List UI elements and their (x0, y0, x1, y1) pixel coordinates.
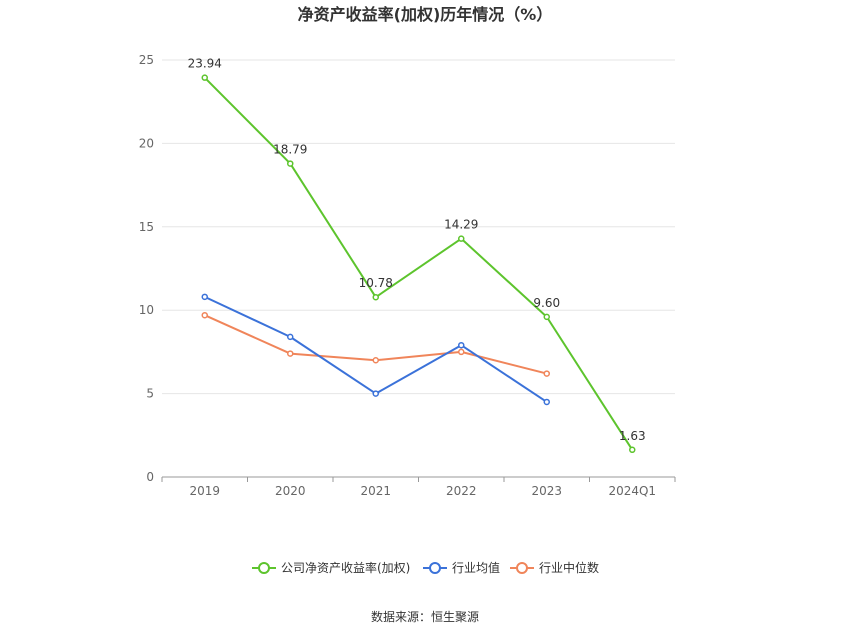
legend: 公司净资产收益率(加权) 行业均值 行业中位数 (252, 560, 599, 575)
data-point (201, 311, 208, 319)
legend-label: 行业中位数 (539, 560, 599, 575)
data-label: 18.79 (273, 143, 307, 157)
y-tick-label: 25 (139, 53, 154, 67)
legend-label: 公司净资产收益率(加权) (281, 560, 410, 575)
x-tick-label: 2020 (275, 484, 306, 498)
source-note: 数据来源：恒生聚源 (371, 609, 479, 624)
axes: 0 5 10 15 20 25 2019 2020 2021 2022 2023 2024Q1 (139, 53, 676, 498)
legend-item-2[interactable]: 行业中位数 (510, 560, 599, 575)
series-lines (201, 74, 636, 454)
y-tick-label: 20 (139, 136, 154, 150)
data-point (543, 313, 550, 321)
data-label: 14.29 (444, 218, 478, 232)
data-point (201, 74, 208, 81)
legend-item-1[interactable]: 行业均值 (423, 560, 500, 575)
data-label: 23.94 (188, 57, 222, 71)
x-tick-label: 2021 (360, 484, 391, 498)
data-point (287, 160, 294, 167)
y-tick-label: 15 (139, 220, 154, 234)
data-point (458, 341, 465, 349)
data-point (201, 293, 208, 301)
x-tick-label: 2024Q1 (608, 484, 656, 498)
y-tick-label: 0 (146, 470, 154, 484)
x-tick-label: 2023 (531, 484, 562, 498)
data-point (287, 350, 294, 357)
chart-title: 净资产收益率(加权)历年情况（%） (298, 5, 553, 24)
data-label: 10.78 (359, 276, 393, 290)
y-tick-label: 10 (139, 303, 154, 317)
legend-swatch-marker (429, 562, 441, 574)
series-line-1 (204, 295, 548, 403)
data-point (629, 446, 636, 454)
x-tick-label: 2022 (446, 484, 477, 498)
series-line-0 (204, 76, 634, 451)
series-line-2 (204, 314, 547, 375)
data-label: 1.63 (619, 429, 646, 443)
grid-lines (162, 59, 675, 395)
data-point (458, 235, 465, 242)
data-label: 9.60 (533, 296, 560, 310)
legend-swatch-marker (516, 562, 528, 574)
data-point (372, 293, 379, 301)
data-point (372, 356, 379, 364)
legend-label: 行业均值 (452, 560, 500, 575)
data-labels: 23.94 18.79 10.78 14.29 9.60 1.63 (188, 57, 646, 443)
data-point (372, 390, 379, 397)
legend-item-0[interactable]: 公司净资产收益率(加权) (252, 560, 410, 575)
data-point (458, 348, 465, 356)
data-point (543, 398, 550, 406)
data-point (543, 370, 550, 377)
y-tick-label: 5 (146, 387, 154, 401)
x-tick-label: 2019 (189, 484, 220, 498)
data-point (287, 333, 294, 341)
legend-swatch-marker (258, 562, 270, 574)
